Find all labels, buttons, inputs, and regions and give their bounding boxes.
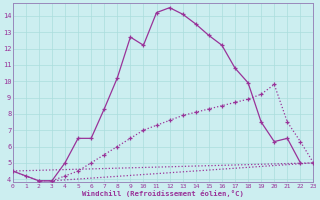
- X-axis label: Windchill (Refroidissement éolien,°C): Windchill (Refroidissement éolien,°C): [82, 190, 244, 197]
